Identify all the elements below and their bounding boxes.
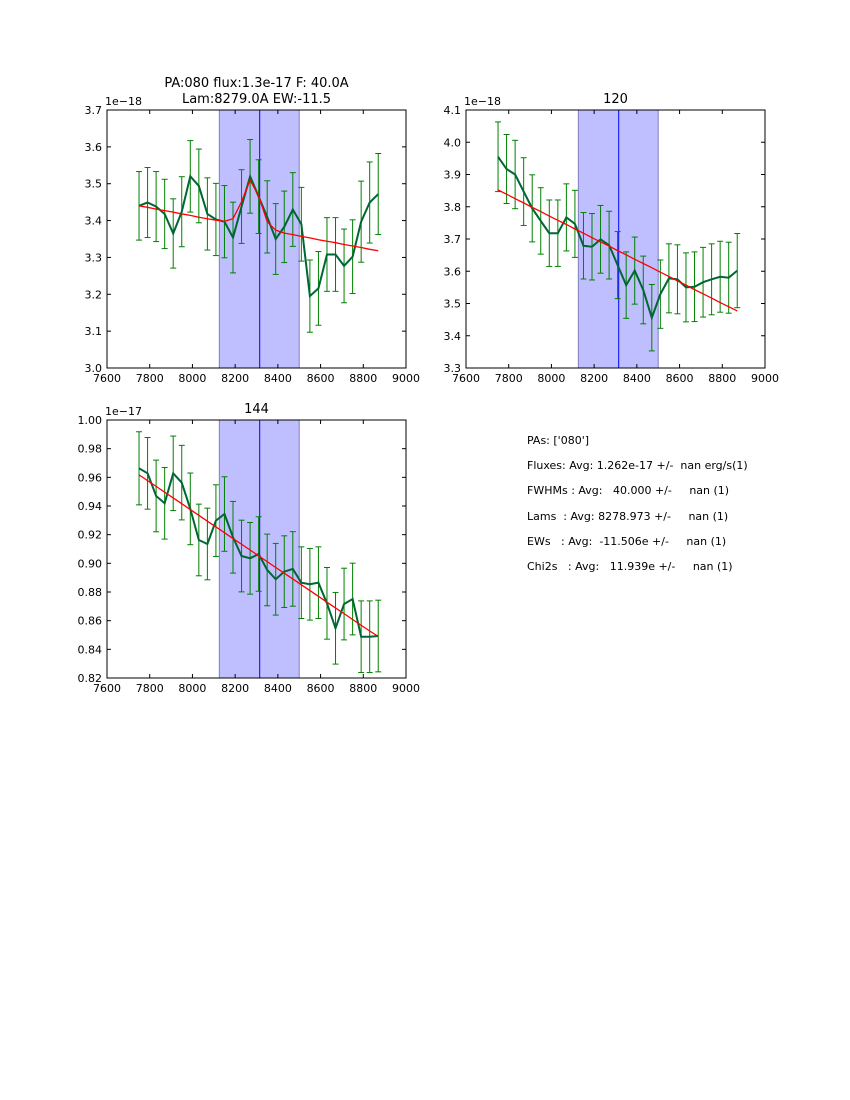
x-tick-label: 7800 xyxy=(136,682,164,695)
x-tick-label: 7600 xyxy=(452,372,480,385)
y-tick-label: 0.94 xyxy=(78,500,103,513)
stats-fluxes: Fluxes: Avg: 1.262e-17 +/- nan erg/s(1) xyxy=(527,459,748,473)
x-tick-label: 9000 xyxy=(751,372,779,385)
y-tick-label: 3.4 xyxy=(85,215,103,228)
y-tick-label: 0.88 xyxy=(78,586,103,599)
y-tick-label: 3.6 xyxy=(444,265,462,278)
axes-frame xyxy=(106,109,407,369)
x-tick-label: 9000 xyxy=(392,372,420,385)
series-model-line xyxy=(138,178,379,252)
series-flux-line xyxy=(497,156,738,321)
x-tick-label: 8400 xyxy=(623,372,651,385)
chart-title: Lam:8279.0A EW:-11.5 xyxy=(182,92,331,107)
y-tick-label: 4.0 xyxy=(444,136,462,149)
offset-text: 1e−18 xyxy=(105,95,142,108)
stats-ews: EWs : Avg: -11.506e +/- nan (1) xyxy=(527,534,727,548)
stats-lams: Lams : Avg: 8278.973 +/- nan (1) xyxy=(527,509,729,523)
x-tick-label: 8200 xyxy=(221,372,249,385)
x-tick-label: 8000 xyxy=(178,682,206,695)
x-tick-label: 8600 xyxy=(307,372,335,385)
chart-panel-1: 7600 7800 8000 8200 8400 8600 8800 9000 3.3 3.4 3.… xyxy=(444,92,780,385)
y-tick-label: 0.98 xyxy=(78,443,103,456)
series-model-line xyxy=(497,189,738,312)
axes-frame xyxy=(106,419,407,679)
x-tick-label: 8600 xyxy=(666,372,694,385)
y-tick-label: 4.1 xyxy=(444,104,462,117)
x-tick-label: 8200 xyxy=(221,682,249,695)
y-tick-label: 3.3 xyxy=(85,251,103,264)
chart-panel-0: 7600 7800 8000 8200 8400 8600 8800 9000 3.0 3.1 3.… xyxy=(85,76,421,385)
y-tick-label: 3.6 xyxy=(85,141,103,154)
offset-text: 1e−18 xyxy=(464,95,501,108)
y-tick-label: 3.3 xyxy=(444,362,462,375)
y-tick-label: 3.4 xyxy=(444,330,462,343)
x-tick-label: 8800 xyxy=(708,372,736,385)
y-tick-label: 3.9 xyxy=(444,169,462,182)
y-tick-label: 0.90 xyxy=(78,557,103,570)
y-tick-label: 1.00 xyxy=(78,414,103,427)
chart-title: 120 xyxy=(603,92,628,107)
y-tick-label: 3.5 xyxy=(85,178,103,191)
stats-panel: PAs: ['080'] Fluxes: Avg: 1.262e-17 +/- … xyxy=(527,434,748,585)
y-tick-label: 3.7 xyxy=(85,104,103,117)
x-tick-label: 8600 xyxy=(307,682,335,695)
x-tick-label: 8000 xyxy=(537,372,565,385)
x-tick-label: 8800 xyxy=(349,372,377,385)
x-tick-label: 7800 xyxy=(136,372,164,385)
y-tick-label: 0.92 xyxy=(78,529,103,542)
y-tick-label: 0.82 xyxy=(78,672,103,685)
chart-title: PA:080 flux:1.3e-17 F: 40.0A xyxy=(164,76,348,91)
y-tick-label: 3.7 xyxy=(444,233,462,246)
y-tick-label: 3.2 xyxy=(85,288,103,301)
x-tick-label: 8400 xyxy=(264,682,292,695)
x-tick-label: 7600 xyxy=(93,372,121,385)
x-tick-label: 8000 xyxy=(178,372,206,385)
y-tick-label: 0.86 xyxy=(78,615,103,628)
y-tick-label: 0.96 xyxy=(78,471,103,484)
y-tick-label: 0.84 xyxy=(78,643,103,656)
x-tick-label: 7800 xyxy=(495,372,523,385)
y-tick-label: 3.0 xyxy=(85,362,103,375)
stats-chi2s: Chi2s : Avg: 11.939e +/- nan (1) xyxy=(527,559,733,573)
chart-title: 144 xyxy=(244,402,269,417)
x-tick-label: 8200 xyxy=(580,372,608,385)
x-tick-label: 9000 xyxy=(392,682,420,695)
offset-text: 1e−17 xyxy=(105,405,142,418)
y-tick-label: 3.5 xyxy=(444,298,462,311)
chart-panel-2: 7600 7800 8000 8200 8400 8600 8800 9000 0.82 0.84… xyxy=(78,402,421,695)
x-tick-label: 7600 xyxy=(93,682,121,695)
series-flux-line xyxy=(138,467,379,638)
stats-fwhms: FWHMs : Avg: 40.000 +/- nan (1) xyxy=(527,484,730,498)
stats-pas: PAs: ['080'] xyxy=(527,434,590,447)
y-tick-label: 3.1 xyxy=(85,325,103,338)
series-model-line xyxy=(138,474,379,637)
x-tick-label: 8800 xyxy=(349,682,377,695)
y-tick-label: 3.8 xyxy=(444,201,462,214)
x-tick-label: 8400 xyxy=(264,372,292,385)
